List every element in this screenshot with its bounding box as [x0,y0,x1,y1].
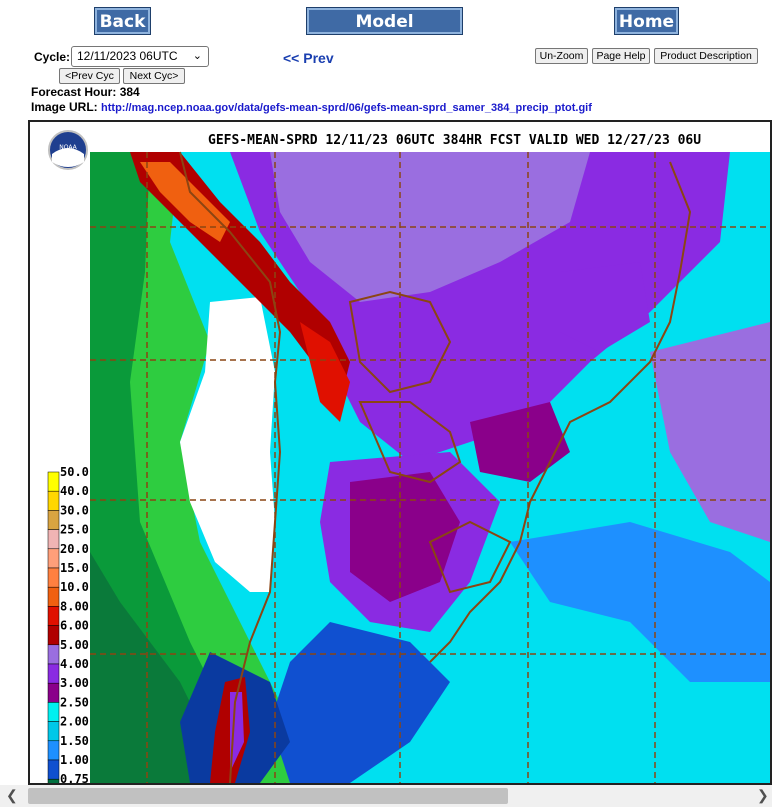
legend-swatch [47,663,60,684]
scrollbar-thumb[interactable] [28,788,508,804]
legend-swatch [47,490,60,511]
legend-label: 8.00 [60,599,89,613]
legend-swatch [47,606,60,626]
legend-label: 5.00 [60,638,89,652]
forecast-hour-value: 384 [119,85,140,99]
legend-swatch [47,510,60,530]
legend-label: 0.75 [60,772,89,783]
legend-swatch [47,471,60,492]
cycle-select[interactable]: 12/11/2023 06UTC ⌄ [71,46,209,67]
back-button[interactable]: Back [95,8,150,34]
legend-swatch [47,721,60,742]
precip-legend: 50.0 40.0 30.0 25.0 20.0 15.0 10.0 8.00 6.00 5.00… [47,465,89,783]
legend-label: 10.0 [60,580,89,594]
product-description-button[interactable]: Product Description [654,48,758,64]
model-guidance-button[interactable]: Model Guidance [307,8,462,56]
unzoom-button[interactable]: Un-Zoom [535,48,588,64]
map-graphic: GEFS-MEAN-SPRD 12/11/23 06UTC 384HR FCST… [30,122,770,783]
legend-swatch [47,759,60,780]
legend-swatch [47,548,60,569]
cycle-select-value: 12/11/2023 06UTC [77,49,178,63]
legend-label: 1.00 [60,753,89,767]
precipitation-field [90,152,770,783]
legend-swatch [47,529,60,550]
legend-swatch [47,625,60,646]
next-cycle-button[interactable]: Next Cyc> [123,68,185,84]
legend-label: 25.0 [60,523,89,537]
image-url-label: Image URL: [31,100,98,114]
cycle-label: Cycle: [34,50,71,64]
chevron-down-icon: ⌄ [192,50,202,62]
legend-label: 2.00 [60,715,89,729]
legend-label: 2.50 [60,695,89,709]
image-url: Image URL: http://mag.ncep.noaa.gov/data… [31,100,592,114]
legend-swatch [47,778,60,783]
legend-swatch [47,567,60,588]
noaa-logo-text: NOAA [59,144,77,151]
scroll-left-icon[interactable]: ❮ [6,787,18,803]
legend-swatch [47,702,60,722]
lat-long-grid [90,152,770,783]
noaa-logo: NOAA [48,130,88,170]
legend-label: 20.0 [60,542,89,556]
scroll-right-icon[interactable]: ❯ [757,787,769,803]
legend-swatch [47,644,60,665]
map-title: GEFS-MEAN-SPRD 12/11/23 06UTC 384HR FCST… [208,133,701,148]
prev-link[interactable]: << Prev [283,50,334,66]
legend-label: 1.50 [60,734,89,748]
legend-label: 50.0 [60,465,89,479]
country-borders [179,151,692,783]
image-url-link[interactable]: http://mag.ncep.noaa.gov/data/gefs-mean-… [101,102,592,114]
page-help-button[interactable]: Page Help [592,48,650,64]
legend-label: 6.00 [60,619,89,633]
forecast-hour-label: Forecast Hour: [31,85,117,99]
legend-swatch [47,682,60,703]
legend-label: 30.0 [60,503,89,517]
legend-label: 15.0 [60,561,89,575]
legend-label: 40.0 [60,484,89,498]
home-button[interactable]: Home [615,8,678,34]
horizontal-scrollbar[interactable]: ❮ ❯ [0,785,772,807]
forecast-map-image[interactable]: GEFS-MEAN-SPRD 12/11/23 06UTC 384HR FCST… [28,120,772,785]
prev-cycle-button[interactable]: <Prev Cyc [59,68,120,84]
legend-label: 3.00 [60,676,89,690]
forecast-hour: Forecast Hour: 384 [31,85,140,99]
legend-label: 4.00 [60,657,89,671]
legend-swatch [47,740,60,761]
legend-swatch [47,586,60,607]
